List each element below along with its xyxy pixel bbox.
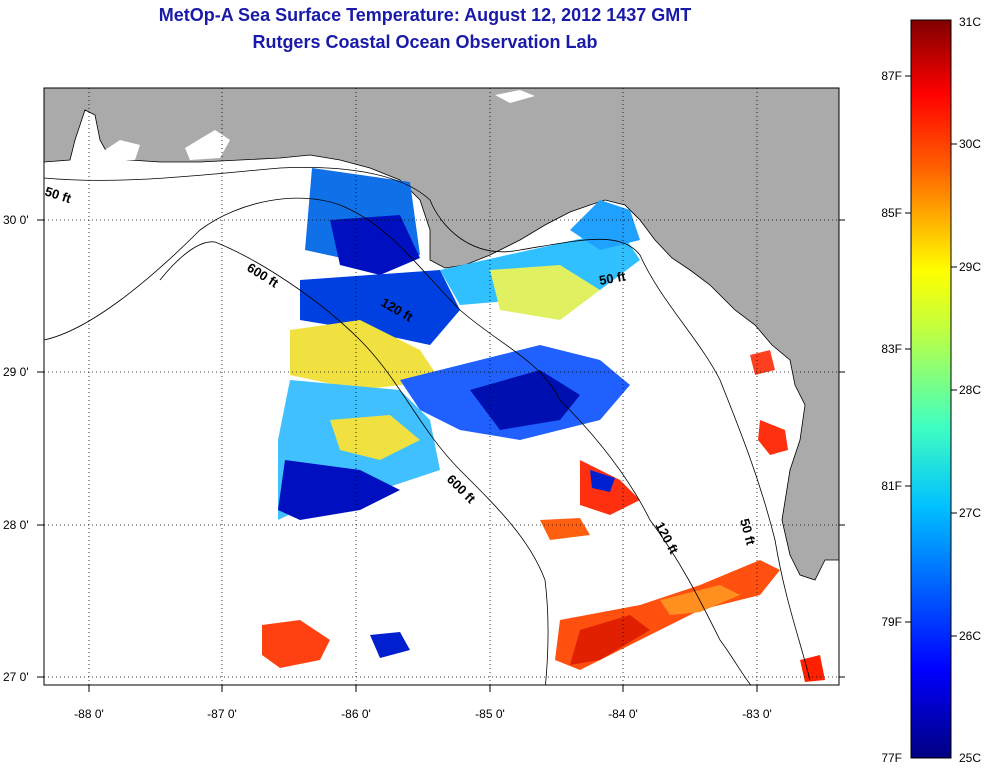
bay-area <box>105 140 140 160</box>
bay-area <box>185 130 230 160</box>
lat-tick-label: 28 0' <box>3 518 29 532</box>
contour-label-50ft: 50 ft <box>598 268 628 288</box>
lat-tick-label: 30 0' <box>3 213 29 227</box>
lat-tick-label: 27 0' <box>3 670 29 684</box>
graticule <box>44 88 839 685</box>
colorbar <box>910 19 952 759</box>
colorbar-celsius-label: 26C <box>959 629 981 643</box>
colorbar-celsius-label: 30C <box>959 137 981 151</box>
colorbar-celsius-label: 29C <box>959 260 981 274</box>
map-frame <box>43 87 840 686</box>
contour-50ft <box>44 166 811 681</box>
lon-tick-label: -85 0' <box>475 707 505 721</box>
title-line-2: Rutgers Coastal Ocean Observation Lab <box>252 32 598 52</box>
colorbar-celsius-label: 27C <box>959 506 981 520</box>
colorbar-fahrenheit-label: 87F <box>881 69 902 83</box>
axis-ticks <box>37 219 845 692</box>
contour-label-50ft: 50 ft <box>737 517 759 547</box>
colorbar-ticks <box>905 75 957 637</box>
lon-tick-label: -87 0' <box>207 707 237 721</box>
contour-600ft <box>159 241 549 685</box>
land-area <box>44 88 839 581</box>
colorbar-celsius-label: 28C <box>959 383 981 397</box>
lon-tick-label: -86 0' <box>341 707 371 721</box>
lon-tick-label: -88 0' <box>74 707 104 721</box>
lon-tick-label: -83 0' <box>742 707 772 721</box>
lon-tick-label: -84 0' <box>608 707 638 721</box>
title-line-1: MetOp-A Sea Surface Temperature: August … <box>158 5 692 25</box>
colorbar-celsius-label: 25C <box>959 751 981 765</box>
lat-tick-label: 29 0' <box>3 365 29 379</box>
colorbar-fahrenheit-label: 77F <box>881 751 902 765</box>
colorbar-fahrenheit-label: 83F <box>881 342 902 356</box>
colorbar-fahrenheit-label: 81F <box>881 479 902 493</box>
contour-120ft <box>44 197 752 685</box>
colorbar-fahrenheit-label: 85F <box>881 206 902 220</box>
colorbar-celsius-label: 31C <box>959 15 981 29</box>
colorbar-fahrenheit-label: 79F <box>881 615 902 629</box>
bay-area <box>495 90 535 103</box>
